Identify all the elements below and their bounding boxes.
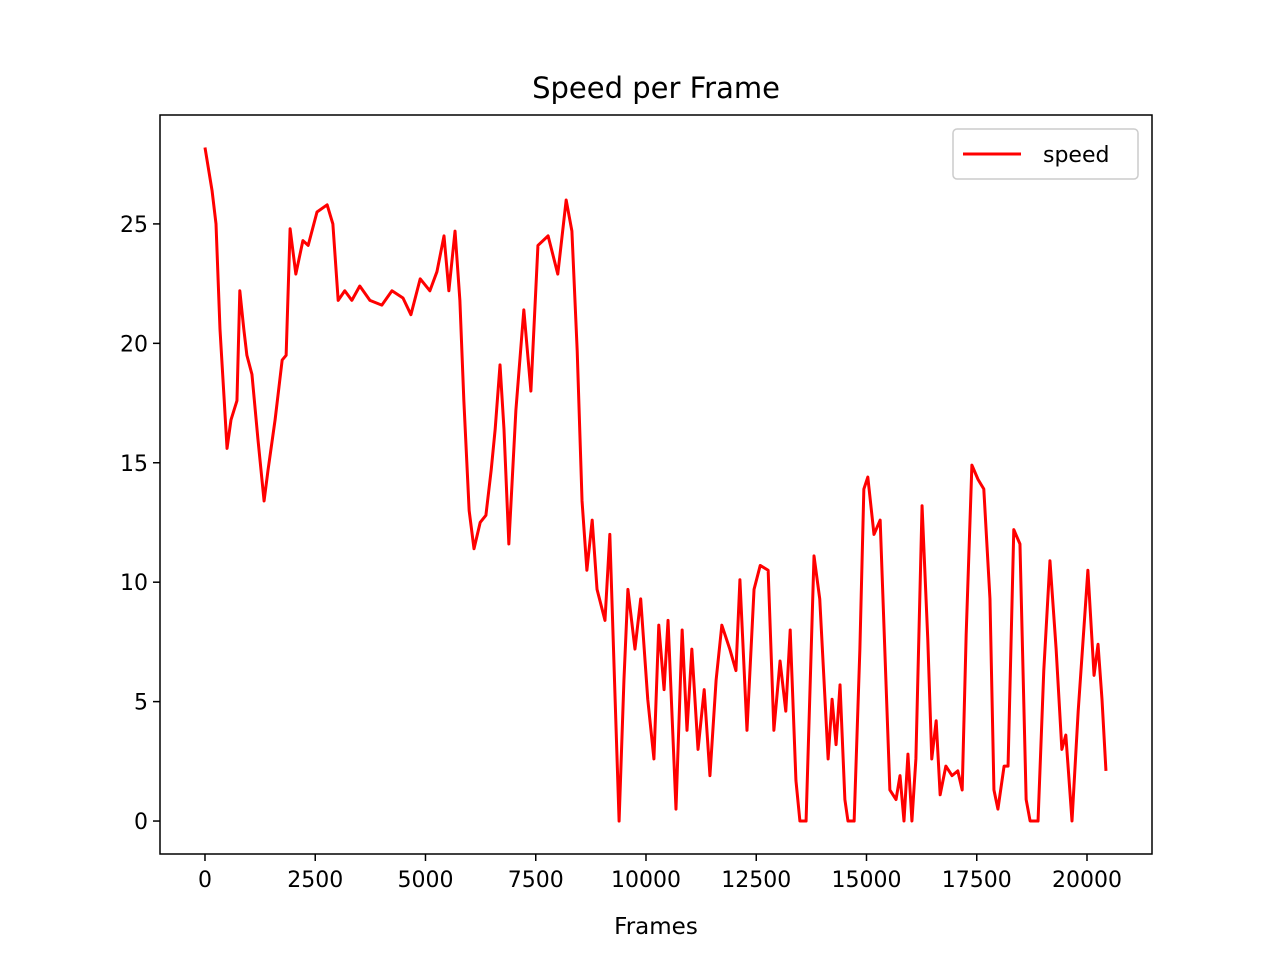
x-tick-label: 5000: [397, 868, 453, 893]
line: [203, 147, 1108, 823]
y-tick-label: 5: [134, 691, 148, 716]
x-tick-label: 7500: [508, 868, 564, 893]
chart-title: Speed per Frame: [532, 71, 780, 105]
y-tick-label: 10: [120, 571, 148, 596]
y-tick-label: 0: [134, 810, 148, 835]
x-tick-label: 0: [198, 868, 212, 893]
x-tick-label: 2500: [287, 868, 343, 893]
y-tick-label: 15: [120, 452, 148, 477]
x-tick-label: 15000: [831, 868, 901, 893]
x-tick-label: 20000: [1052, 868, 1122, 893]
y-tick-label: 25: [120, 213, 148, 238]
legend: speed: [952, 128, 1139, 180]
x-tick-label: 17500: [942, 868, 1012, 893]
legend-box: [952, 128, 1139, 180]
legend-label: speed: [1043, 143, 1109, 168]
plot-frame: [159, 114, 1153, 855]
x-tick-label: 10000: [611, 868, 681, 893]
x-tick-label: 12500: [721, 868, 791, 893]
y-tick-label: 20: [120, 332, 148, 357]
x-axis-label: Frames: [614, 914, 698, 940]
